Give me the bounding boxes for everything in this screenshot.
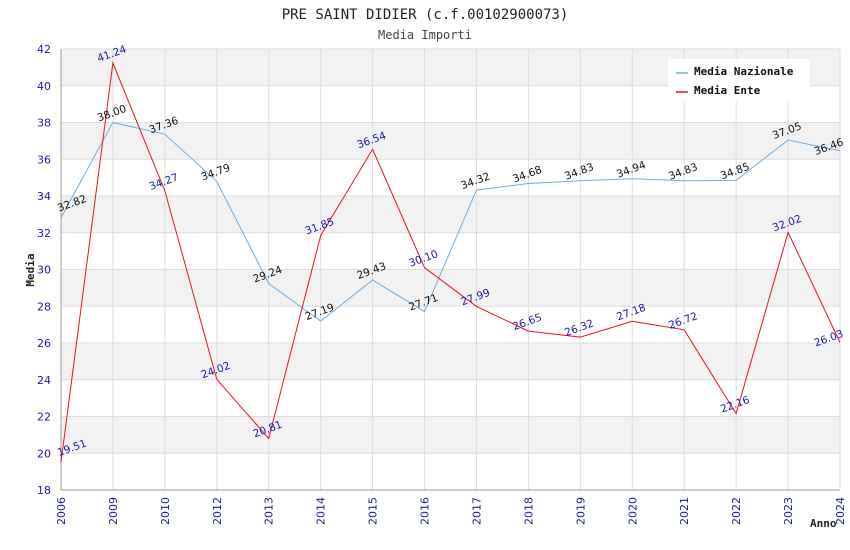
- x-tick-label: 2021: [678, 497, 691, 525]
- y-tick-label: 28: [37, 300, 51, 313]
- x-tick-label: 2023: [782, 497, 795, 525]
- grid-band: [61, 269, 840, 307]
- series-line-ente: [60, 61, 841, 463]
- data-label-ente: 26.65: [511, 312, 543, 334]
- grid-band: [61, 196, 840, 233]
- x-tick-label: 2015: [367, 497, 380, 525]
- chart-title: PRE SAINT DIDIER (c.f.00102900073): [282, 7, 569, 23]
- legend-label-ente: Media Ente: [694, 84, 761, 97]
- x-tick-label: 2012: [211, 497, 224, 525]
- chart-subtitle: Media Importi: [378, 28, 472, 42]
- x-tick-label: 2024: [834, 497, 847, 525]
- y-axis-label: Media: [24, 253, 37, 286]
- x-tick-label: 2018: [522, 497, 535, 525]
- y-tick-label: 34: [37, 190, 51, 203]
- y-tick-label: 30: [37, 264, 51, 277]
- grid-band: [61, 122, 840, 160]
- x-tick-label: 2014: [315, 497, 328, 525]
- legend-label-nazionale: Media Nazionale: [694, 65, 794, 78]
- y-tick-labels: 18 20 22 24 26 28 30 32 34 36 38 40 42: [37, 43, 51, 497]
- y-tick-label: 24: [37, 374, 51, 387]
- y-tick-label: 42: [37, 43, 51, 56]
- axes: [60, 49, 840, 491]
- x-tick-label: 2010: [159, 497, 172, 525]
- grid-band: [61, 343, 840, 380]
- y-tick-label: 32: [37, 227, 51, 240]
- x-tick-label: 2006: [55, 497, 68, 525]
- x-tick-label: 2016: [419, 497, 432, 525]
- y-tick-label: 36: [37, 153, 51, 166]
- data-label-nazionale: 34.85: [719, 161, 751, 183]
- x-tick-label: 2019: [574, 497, 587, 525]
- data-label-nazionale: 34.94: [615, 159, 648, 181]
- y-tick-label: 40: [37, 80, 51, 93]
- y-tick-label: 26: [37, 337, 51, 350]
- y-tick-label: 22: [37, 411, 51, 424]
- x-tick-label: 2020: [626, 497, 639, 525]
- gridlines: [60, 48, 841, 491]
- y-tick-label: 20: [37, 447, 51, 460]
- legend: Media Nazionale Media Ente: [668, 59, 810, 101]
- data-label-nazionale: 34.83: [667, 161, 699, 183]
- x-tick-label: 2017: [470, 497, 483, 525]
- y-tick-label: 18: [37, 484, 51, 497]
- legend-box: [668, 59, 810, 101]
- data-label-nazionale: 38.00: [96, 103, 128, 125]
- data-label-ente: 26.72: [667, 310, 699, 332]
- data-label-nazionale: 34.83: [563, 161, 595, 183]
- series-line-nazionale: [60, 121, 841, 322]
- grid-band: [61, 416, 840, 454]
- x-tick-label: 2022: [730, 497, 743, 525]
- x-tick-label: 2013: [263, 497, 276, 525]
- series-lines: [60, 61, 841, 463]
- x-tick-labels: 2006 2009 2010 2012 2013 2014 2015 2016 2017 2018…: [55, 497, 847, 525]
- y-tick-label: 38: [37, 117, 51, 130]
- data-label-nazionale: 34.68: [511, 164, 543, 186]
- x-tick-label: 2009: [107, 497, 120, 525]
- x-axis-label: Anno: [810, 517, 837, 530]
- data-label-ente: 26.32: [563, 318, 595, 340]
